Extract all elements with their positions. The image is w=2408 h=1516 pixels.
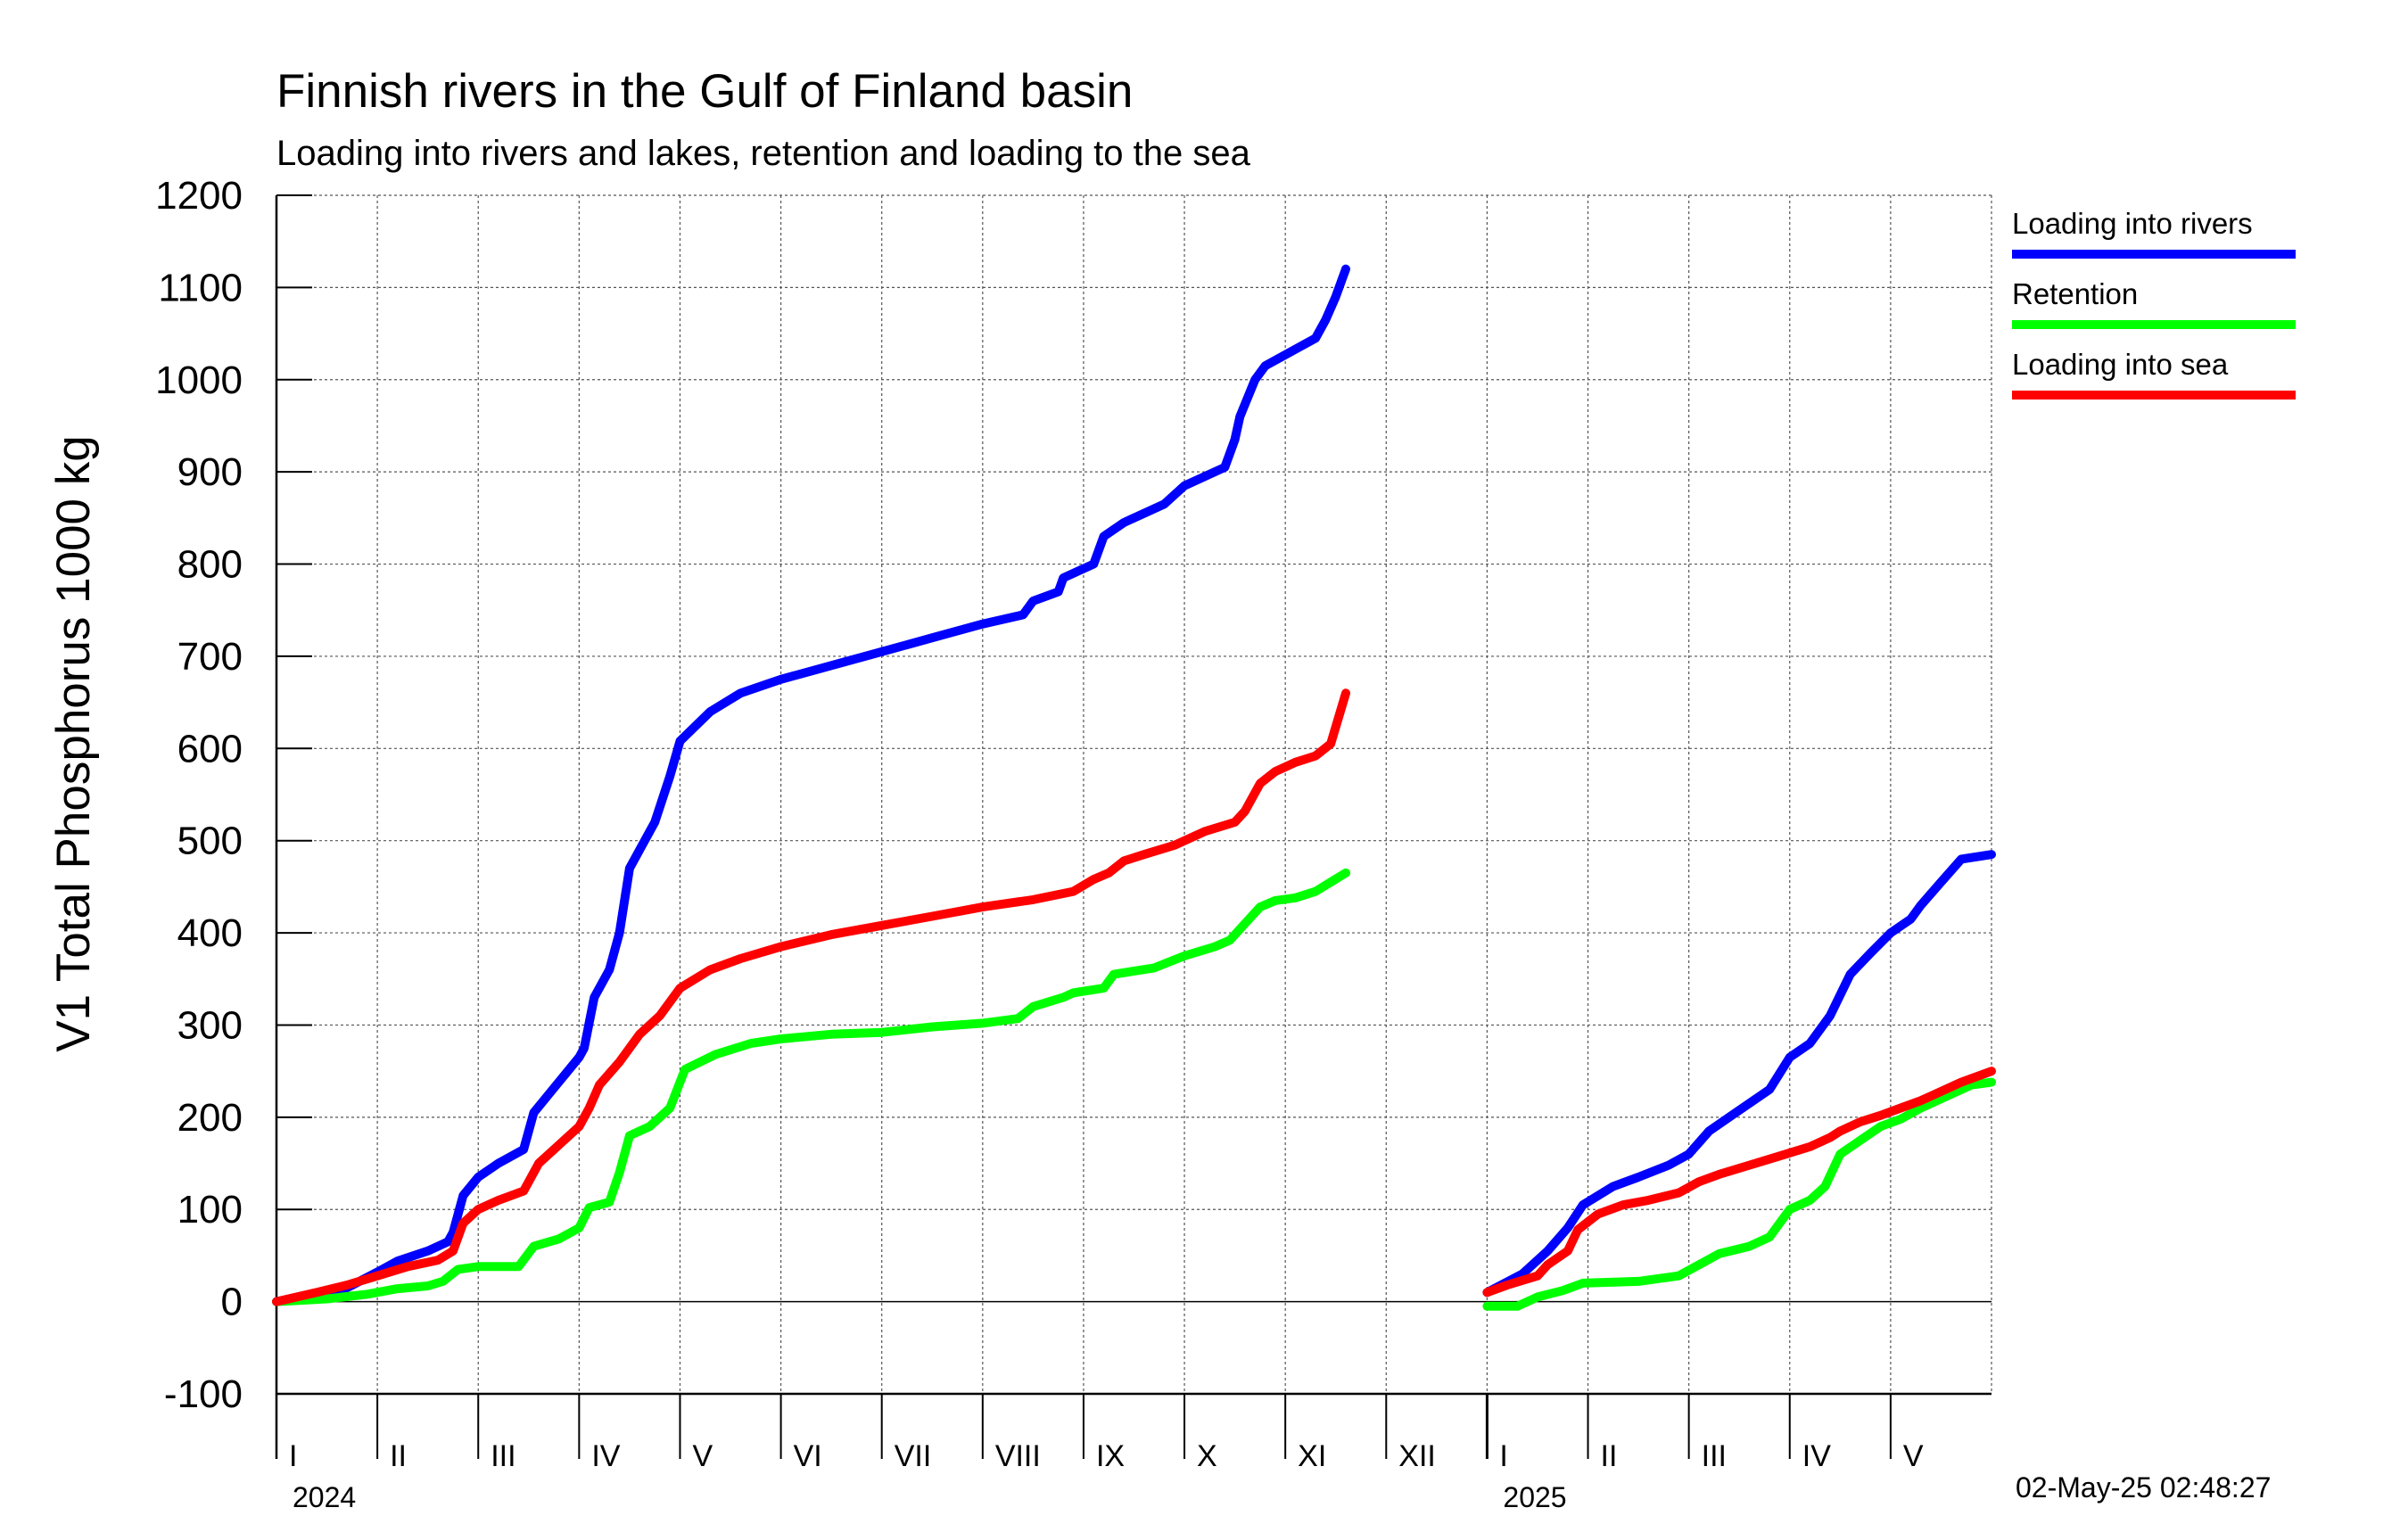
- y-axis-label: V1 Total Phosphorus 1000 kg: [47, 435, 100, 1051]
- y-tick-label: 600: [177, 727, 243, 770]
- y-tick-label: 1200: [155, 174, 243, 218]
- month-label: III: [1702, 1439, 1727, 1473]
- legend-label: Loading into sea: [2012, 348, 2229, 381]
- series-line: [1482, 1077, 1996, 1311]
- series-line: [272, 868, 1350, 1306]
- month-label: VIII: [995, 1439, 1041, 1473]
- month-label: I: [289, 1439, 297, 1473]
- series-line: [1482, 1067, 1996, 1298]
- label-layer: -100 0 100 200 300 400 500 600 700 800 900 1000 1100…: [47, 174, 1924, 1513]
- y-tick-label: 900: [177, 450, 243, 494]
- month-label: VI: [794, 1439, 822, 1473]
- legend-item-retention: Retention: [2012, 277, 2297, 329]
- y-tick-label: 1100: [158, 266, 243, 309]
- series-loading-into-rivers: [272, 264, 1996, 1306]
- y-tick-label: 500: [177, 820, 243, 863]
- legend-label: Loading into rivers: [2012, 207, 2253, 240]
- month-label: II: [390, 1439, 407, 1473]
- series-line: [272, 264, 1350, 1306]
- month-label: IX: [1096, 1439, 1125, 1473]
- y-tick-label: 1000: [155, 358, 243, 402]
- y-tick-label: 100: [177, 1188, 243, 1232]
- y-tick-label: 0: [221, 1281, 243, 1324]
- y-tick-label: -100: [164, 1372, 243, 1416]
- series-layer: [272, 264, 1996, 1311]
- series-retention: [272, 868, 1996, 1311]
- month-label: VII: [895, 1439, 932, 1473]
- month-label: I: [1499, 1439, 1507, 1473]
- legend-label: Retention: [2012, 277, 2139, 310]
- year-label: 2024: [293, 1481, 356, 1513]
- series-line: [272, 688, 1350, 1306]
- month-label: III: [491, 1439, 515, 1473]
- legend-swatch: [2012, 320, 2296, 329]
- legend-item-loading-into-rivers: Loading into rivers: [2012, 207, 2297, 259]
- series-line: [1482, 850, 1996, 1298]
- legend-swatch: [2012, 391, 2296, 400]
- chart-title: Finnish rivers in the Gulf of Finland ba…: [276, 65, 1134, 118]
- y-tick-label: 200: [177, 1096, 243, 1140]
- y-tick-label: 400: [177, 911, 243, 955]
- year-label: 2025: [1503, 1481, 1566, 1513]
- y-tick-label: 700: [177, 635, 243, 679]
- month-label: XI: [1298, 1439, 1326, 1473]
- month-label: V: [1903, 1439, 1924, 1473]
- grid-layer: [276, 194, 1992, 1394]
- legend-item-loading-into-sea: Loading into sea: [2012, 348, 2297, 400]
- month-label: XII: [1398, 1439, 1436, 1473]
- timestamp: 02-May-25 02:48:27: [2016, 1471, 2272, 1504]
- month-label: IV: [591, 1439, 620, 1473]
- axis-layer: [275, 194, 1992, 1459]
- month-label: X: [1197, 1439, 1217, 1473]
- chart-subtitle: Loading into rivers and lakes, retention…: [276, 134, 1250, 173]
- month-label: V: [692, 1439, 713, 1473]
- legend-swatch: [2012, 250, 2296, 259]
- month-label: II: [1601, 1439, 1618, 1473]
- y-tick-label: 800: [177, 543, 243, 587]
- y-tick-label: 300: [177, 1003, 243, 1047]
- month-label: IV: [1802, 1439, 1831, 1473]
- series-loading-into-sea: [272, 688, 1996, 1306]
